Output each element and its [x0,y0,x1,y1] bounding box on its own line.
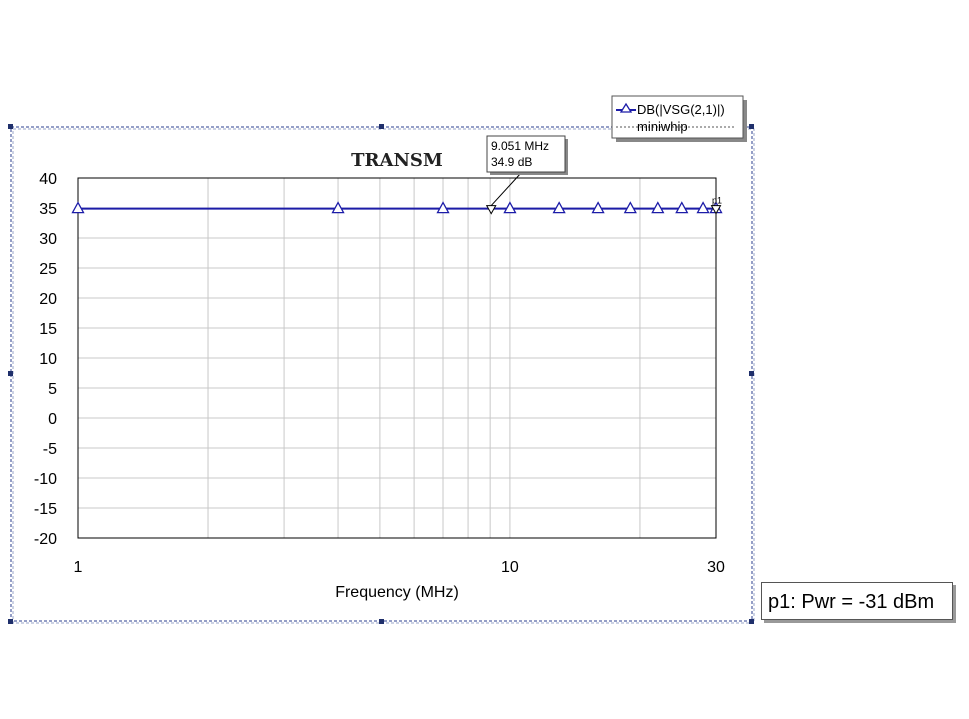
marker-callout-box [486,135,566,173]
handle-mid-right[interactable] [749,371,754,376]
grid [77,177,717,539]
handle-bottom-right[interactable] [749,619,754,624]
y-tick-label: 10 [39,351,57,368]
y-tick-label: 40 [39,171,57,188]
legend-box [611,95,744,139]
marker-leader-line [490,172,522,206]
marker-layer[interactable]: 9.051 MHz 34.9 dB p1 [485,135,722,215]
handle-top-mid[interactable] [379,124,384,129]
series-point-triangle [552,201,566,214]
x-tick-label: 10 [501,559,519,576]
series-point-triangle [696,201,710,214]
y-tick-label: -20 [34,531,57,548]
x-tick-label: 30 [707,559,725,576]
series-point-triangle [331,201,345,214]
series-point-triangle [675,201,689,214]
legend-label-series-1: DB(|VSG(2,1)|) [637,102,725,117]
y-tick-label: 30 [39,231,57,248]
x-axis-title: Frequency (MHz) [335,584,459,601]
y-tick-label: 15 [39,321,57,338]
plot-area-border [77,177,717,539]
handle-bottom-mid[interactable] [379,619,384,624]
y-tick-label: 35 [39,201,57,218]
series-layer [71,201,723,214]
legend[interactable]: DB(|VSG(2,1)|) miniwhip [611,95,747,142]
y-tick-label: 20 [39,291,57,308]
chart-title: TRANSM [351,150,443,171]
legend-marker-triangle-icon [619,102,633,113]
series-point-triangle [651,201,665,214]
series-point-triangle [503,201,517,214]
series-point-triangle [623,201,637,214]
y-tick-label: 0 [48,411,57,428]
plot-frame-shadow [12,128,755,624]
series-point-triangle [71,201,85,214]
status-box: p1: Pwr = -31 dBm [761,582,953,620]
handle-mid-left[interactable] [8,371,13,376]
y-tick-label: -15 [34,501,57,518]
marker-callout-value: 34.9 dB [491,155,532,169]
legend-label-series-2: miniwhip [637,119,688,134]
y-axis-ticks: -20 -15 -10 -5 0 5 10 15 20 25 30 35 40 [34,171,57,548]
y-tick-label: -5 [43,441,57,458]
y-tick-label: 5 [48,381,57,398]
x-tick-label: 1 [74,559,83,576]
series-point-triangle [436,201,450,214]
handle-top-right[interactable] [749,124,754,129]
y-tick-label: 25 [39,261,57,278]
marker-p1-label: p1 [712,196,722,206]
marker-callout-frequency: 9.051 MHz [491,139,549,153]
plot-frame [10,126,753,622]
marker-p1-triangle [710,205,722,215]
series-point-triangle [591,201,605,214]
handle-top-left[interactable] [8,124,13,129]
y-tick-label: -10 [34,471,57,488]
x-axis-ticks: 1 10 30 [74,559,725,576]
handle-bottom-left[interactable] [8,619,13,624]
frame-handles[interactable] [8,124,754,624]
